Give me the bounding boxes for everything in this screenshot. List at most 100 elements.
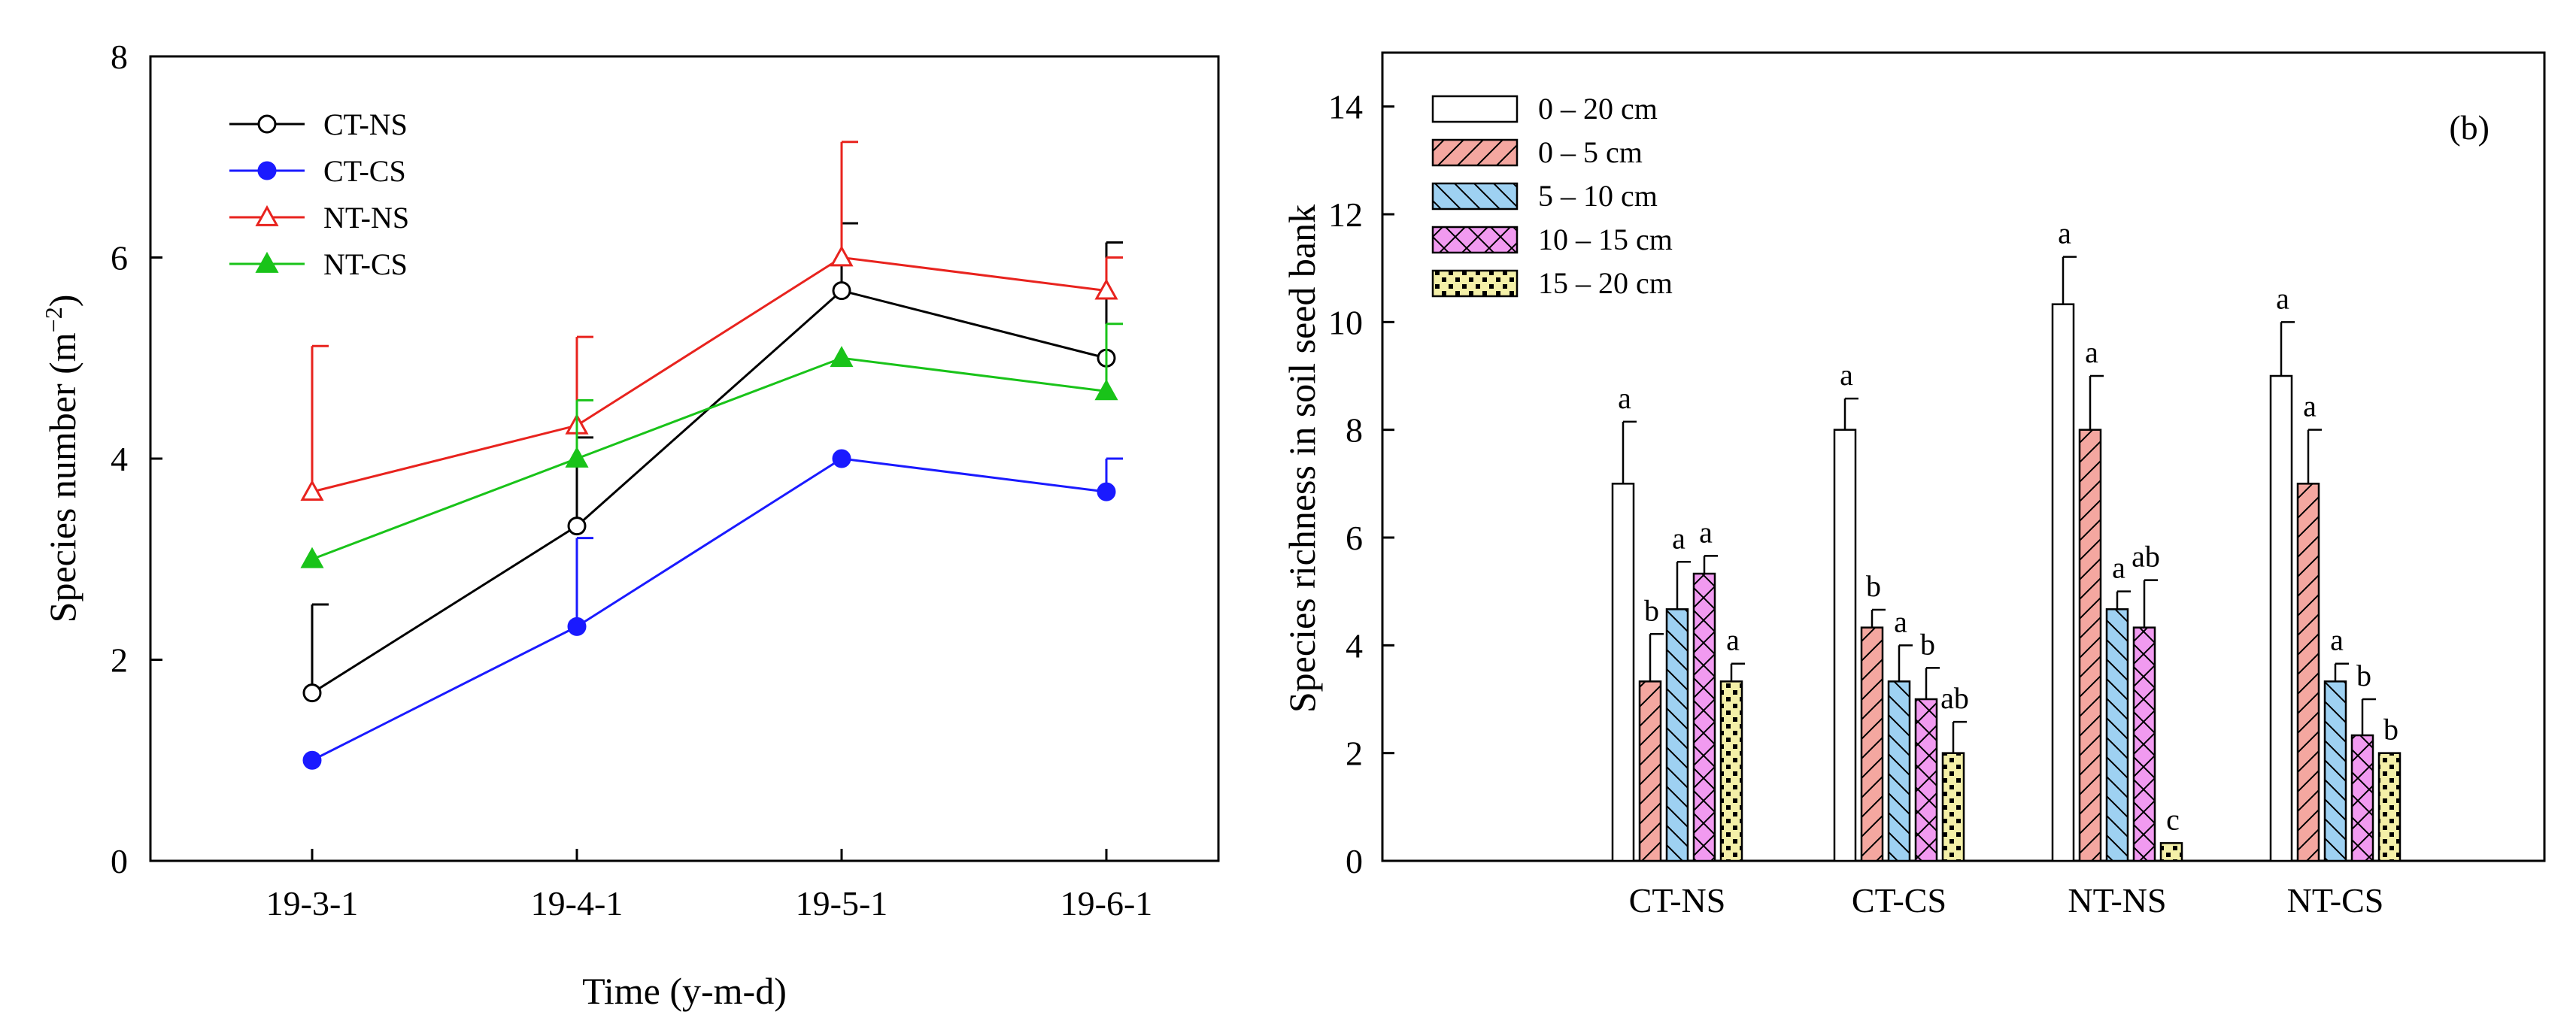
significance-letter: a [1699,515,1713,549]
bar [2105,608,2129,862]
bar [2323,680,2347,862]
yaxis-b-label: Species richness in soil seed bank [1281,204,1323,713]
data-point [1097,482,1116,501]
xaxis-b-tick-label: NT-CS [2287,881,2384,919]
significance-letter: ab [1940,681,1969,715]
bar [2078,429,2102,862]
legend-label: 0 – 20 cm [1538,92,1658,126]
data-point [565,446,589,468]
series-line [311,256,1107,493]
significance-letter: b [1644,593,1659,627]
legend-item: 0 – 5 cm [1431,135,1643,169]
xaxis-a-tick-label: 19-3-1 [266,884,359,922]
bar [1665,608,1689,862]
legend-swatch [1431,182,1519,211]
legend-label: CT-NS [323,108,408,141]
yaxis-b-tick-label: 2 [1346,735,1363,773]
legend-item: CT-CS [229,154,406,188]
data-point [1094,278,1118,300]
series-depth-3: ab ab b [1692,515,2376,862]
data-point [302,750,322,770]
xaxis-b-tick-label: CT-CS [1852,881,1946,919]
significance-letter: ab [2131,540,2160,574]
series-line [311,356,1107,561]
bar [2132,626,2156,862]
data-point [832,281,851,301]
bar [1833,429,1857,862]
yaxis-b-tick-label: 8 [1346,411,1363,450]
xaxis-a-tick-label: 19-4-1 [531,884,624,922]
plot-a-frame [149,55,1220,862]
series-line [311,289,1107,694]
legend-item: NT-NS [229,201,409,235]
legend-marker [255,204,279,226]
bar [2051,303,2075,862]
legend-swatch [1431,269,1519,298]
bar [1692,572,1716,862]
bar [1860,626,1884,862]
legend-swatch [1431,226,1519,254]
yaxis-b-tick-label: 6 [1346,519,1363,557]
yaxis-a-tick-label: 6 [111,239,128,277]
yaxis-b-tick-label: 14 [1328,88,1363,126]
series-line [311,457,1107,762]
legend-swatch [1431,138,1519,167]
xaxis-b-tick-label: CT-NS [1629,881,1726,919]
legend-label: 5 – 10 cm [1538,179,1658,213]
legend-item: 5 – 10 cm [1431,179,1658,213]
significance-letter: a [2112,551,2125,585]
yaxis-a-tick-label: 0 [111,842,128,880]
yaxis-a-label-end: ) [41,295,83,307]
significance-letter: a [1894,604,1907,638]
data-point [832,449,851,468]
series-nt-cs [300,323,1123,568]
data-point [300,480,324,501]
yaxis-a-label-main: Species number (m [41,332,83,623]
legend-item: 0 – 20 cm [1431,92,1658,126]
legend-item: 10 – 15 cm [1431,223,1673,256]
bar [1941,752,1965,862]
data-point [830,346,854,368]
legend-label: 10 – 15 cm [1538,223,1673,256]
series-nt-ns [300,141,1123,501]
xaxis-b-tick-label: NT-NS [2068,881,2166,919]
significance-letter: a [2303,389,2317,423]
yaxis-a-label: Species number (m−2) [40,295,83,623]
bar [2350,734,2374,862]
significance-letter: b [1866,569,1881,603]
significance-letter: a [2330,623,2344,657]
significance-letter: c [2166,802,2180,836]
data-point [567,617,587,636]
legend-swatch [1431,95,1519,123]
significance-letter: a [2276,281,2289,315]
legend-label: NT-CS [323,247,408,281]
legend-marker [257,161,277,180]
data-point [1094,379,1118,401]
legend-marker [257,114,277,134]
series-depth-2: a a a a [1665,521,2349,862]
legend-item: 15 – 20 cm [1431,266,1673,300]
xaxis-a-label: Time (y-m-d) [582,970,787,1012]
yaxis-b-tick-label: 12 [1328,195,1363,234]
significance-letter: a [1672,521,1685,555]
legend-label: CT-CS [323,154,406,188]
bar [2377,752,2402,862]
panel-b-label: (b) [2449,108,2490,147]
line-chart-panel: 0 2 4 6 8 19-3-1 19-4-1 19-5-1 19-6-1 CT-NS CT-C… [40,38,1220,1012]
data-point [567,517,587,536]
bar [2159,842,2183,862]
bar [1887,680,1911,862]
yaxis-a-tick-label: 4 [111,440,128,478]
data-point [830,245,854,267]
legend-marker [255,251,279,273]
yaxis-b-tick-label: 0 [1346,842,1363,880]
yaxis-a-label-sup: −2 [40,307,67,332]
xaxis-a-tick-label: 19-6-1 [1060,884,1153,922]
bar [1611,483,1635,862]
bar [1914,698,1938,862]
legend-label: NT-NS [323,201,409,235]
yaxis-a-tick-label: 2 [111,641,128,680]
